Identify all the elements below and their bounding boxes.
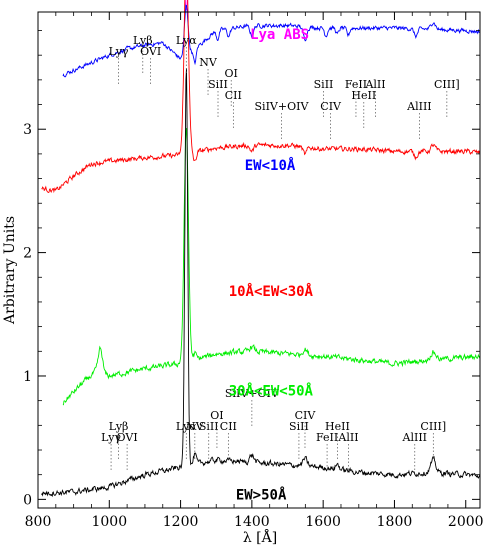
top-line-id-label-11: FeII [345, 78, 367, 91]
top-line-id-label-3: Lyα [176, 34, 197, 47]
bottom-line-id-label-7: CII [220, 420, 237, 433]
x-tick-label-2: 1200 [163, 514, 199, 530]
x-tick-label-5: 1800 [377, 514, 413, 530]
top-line-id-label-10: CIV [320, 100, 342, 113]
top-line-id-label-15: CIII] [434, 78, 460, 91]
series-label-4: EW>50Å [236, 486, 287, 503]
series-label-1: EW<10Å [245, 157, 296, 174]
bottom-line-id-label-9: SiII [289, 420, 309, 433]
series-layer [41, 0, 481, 498]
series-label-layer: Lya ABS EW<10Å 10Å<EW<30Å 30Å<EW<50Å EW>50Å [229, 27, 314, 503]
x-tick-label-4: 1600 [305, 514, 341, 530]
bottom-line-id-label-14: AlIII [402, 431, 428, 444]
top-line-id-label-4: NV [199, 56, 218, 69]
series-line-4 [41, 68, 481, 498]
bottom-line-id-label-6: OI [210, 409, 223, 422]
y-tick-label-0: 0 [23, 492, 32, 508]
top-line-id-label-7: CII [225, 89, 242, 102]
top-line-id-label-8: SiIV+OIV [255, 100, 310, 113]
top-line-id-label-13: AlII [364, 78, 385, 91]
bottom-line-id-label-5: SiII [199, 420, 219, 433]
x-tick-label-0: 800 [25, 514, 52, 530]
top-line-id-label-0: Lyγ [109, 45, 129, 58]
bottom-line-id-label-1: Lyβ [109, 420, 129, 433]
top-line-id-label-9: SiII [314, 78, 334, 91]
y-axis-title: Arbitrary Units [2, 216, 18, 325]
top-line-id-label-5: OI [225, 67, 238, 80]
bottom-line-id-label-2: OVI [117, 431, 138, 444]
bottom-line-id-label-0: Lyγ [101, 431, 121, 444]
y-tick-label-1: 1 [23, 369, 32, 385]
top-line-id-label-12: HeII [351, 89, 376, 102]
bottom-line-id-label-4: NV [186, 420, 205, 433]
axes: 800 1000 1200 1400 1600 1800 2000 0 1 2 3 [23, 11, 484, 530]
bottom-line-id-label-15: CIII] [420, 420, 446, 433]
bottom-line-id-label-13: AlII [337, 431, 358, 444]
bottom-line-id-label-12: HeII [325, 420, 350, 433]
y-tick-label-3: 3 [23, 122, 32, 138]
top-line-id-label-2: OVI [140, 45, 161, 58]
series-line-1 [62, 4, 481, 78]
bottom-line-id-label-11: FeII [316, 431, 338, 444]
top-line-id-label-14: AlIII [406, 100, 432, 113]
top-line-id-label-1: Lyβ [133, 34, 153, 47]
series-label-0: Lya ABS [250, 27, 309, 43]
x-tick-label-3: 1400 [234, 514, 270, 530]
bottom-line-id-label-10: CIV [295, 409, 317, 422]
bottom-line-id-label-3: Lyα [176, 420, 197, 433]
line-id-layer: LyγLyβOVILyαNVOISiIICIISiIV+OIVSiIICIVFe… [101, 34, 460, 471]
x-tick-label-1: 1000 [91, 514, 127, 530]
bottom-line-id-label-8: SiIV+OIV [225, 387, 280, 400]
x-axis-title: λ [Å] [243, 528, 277, 546]
series-line-3 [62, 128, 481, 406]
y-tick-label-2: 2 [23, 246, 32, 262]
plot-frame [37, 11, 481, 509]
x-tick-label-6: 2000 [448, 514, 484, 530]
top-line-id-label-6: SiII [208, 78, 228, 91]
series-label-2: 10Å<EW<30Å [229, 283, 314, 300]
series-line-2 [41, 0, 481, 194]
series-label-3: 30Å<EW<50Å [229, 383, 314, 400]
